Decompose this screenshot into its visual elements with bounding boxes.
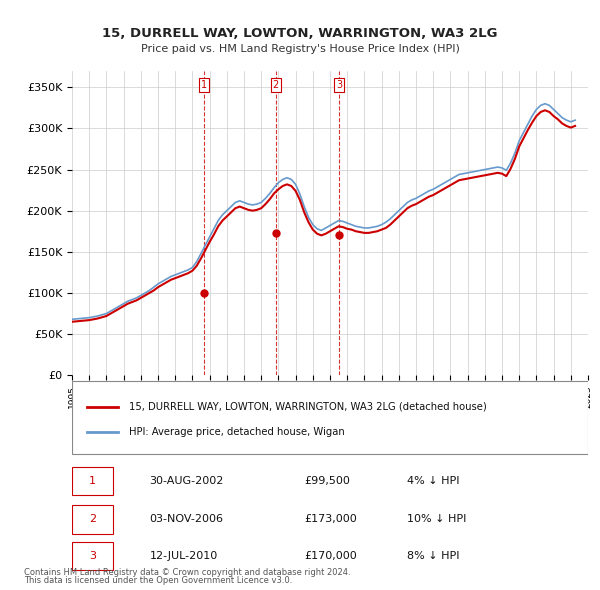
Text: 15, DURRELL WAY, LOWTON, WARRINGTON, WA3 2LG (detached house): 15, DURRELL WAY, LOWTON, WARRINGTON, WA3… xyxy=(129,402,487,412)
Text: 15, DURRELL WAY, LOWTON, WARRINGTON, WA3 2LG: 15, DURRELL WAY, LOWTON, WARRINGTON, WA3… xyxy=(102,27,498,40)
Text: 2: 2 xyxy=(89,514,96,525)
Text: 4% ↓ HPI: 4% ↓ HPI xyxy=(407,476,460,486)
Text: 10% ↓ HPI: 10% ↓ HPI xyxy=(407,514,467,525)
FancyBboxPatch shape xyxy=(72,505,113,533)
Text: 03-NOV-2006: 03-NOV-2006 xyxy=(149,514,223,525)
Text: HPI: Average price, detached house, Wigan: HPI: Average price, detached house, Wiga… xyxy=(129,427,344,437)
Text: 2: 2 xyxy=(272,80,279,90)
Text: 1: 1 xyxy=(201,80,207,90)
FancyBboxPatch shape xyxy=(72,467,113,495)
Text: 8% ↓ HPI: 8% ↓ HPI xyxy=(407,551,460,561)
Text: £173,000: £173,000 xyxy=(304,514,357,525)
Text: 1: 1 xyxy=(89,476,96,486)
FancyBboxPatch shape xyxy=(72,381,588,454)
Text: £170,000: £170,000 xyxy=(304,551,357,561)
Text: 3: 3 xyxy=(336,80,342,90)
Text: 30-AUG-2002: 30-AUG-2002 xyxy=(149,476,224,486)
Text: Price paid vs. HM Land Registry's House Price Index (HPI): Price paid vs. HM Land Registry's House … xyxy=(140,44,460,54)
Text: 12-JUL-2010: 12-JUL-2010 xyxy=(149,551,218,561)
Text: 3: 3 xyxy=(89,551,96,561)
Text: £99,500: £99,500 xyxy=(304,476,350,486)
FancyBboxPatch shape xyxy=(72,542,113,570)
Text: Contains HM Land Registry data © Crown copyright and database right 2024.: Contains HM Land Registry data © Crown c… xyxy=(24,568,350,577)
Text: This data is licensed under the Open Government Licence v3.0.: This data is licensed under the Open Gov… xyxy=(24,576,292,585)
